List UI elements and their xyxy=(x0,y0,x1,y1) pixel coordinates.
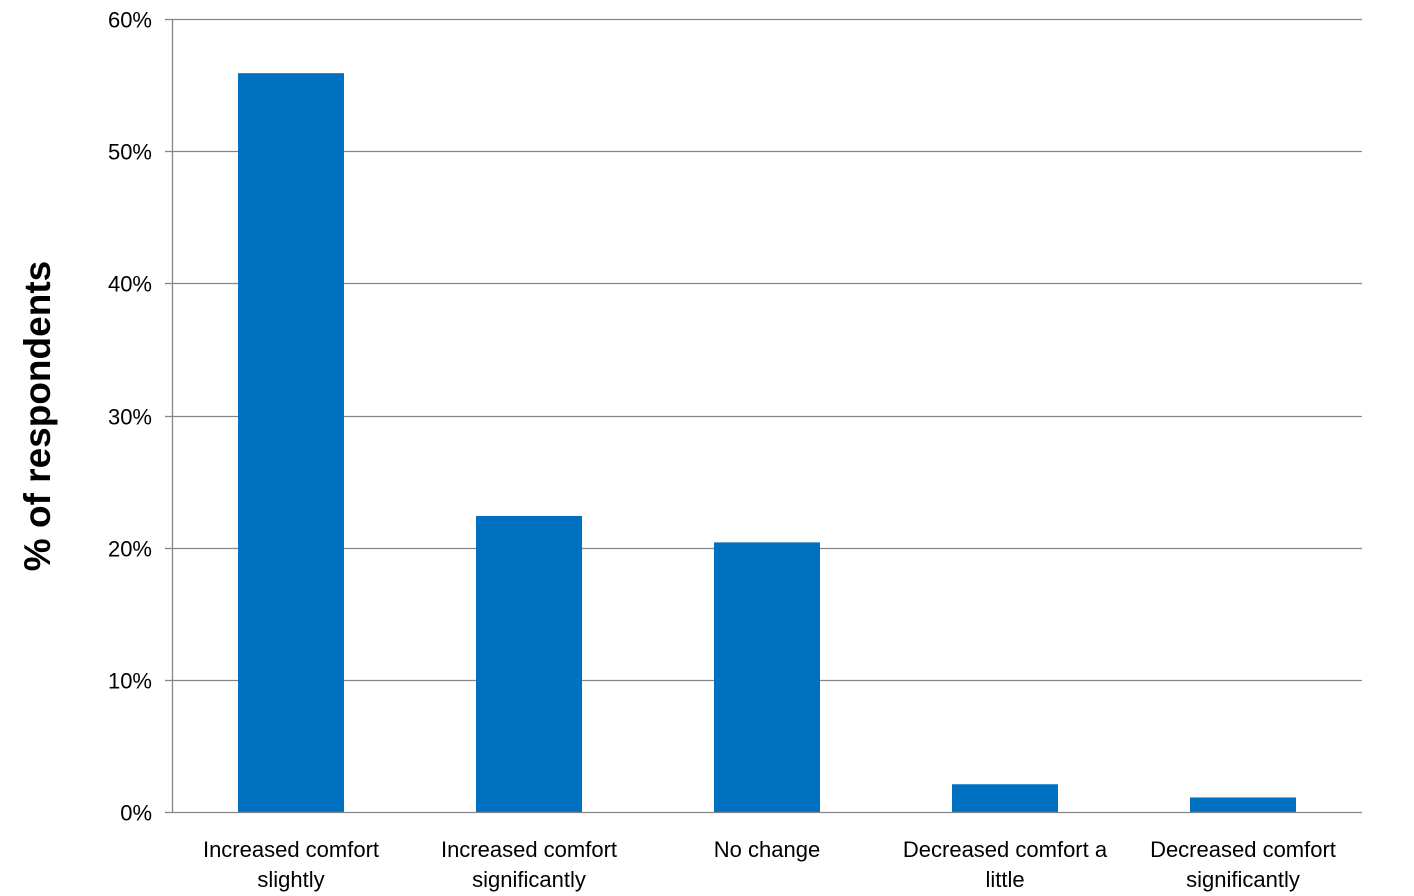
x-category-label: Decreased comfort significantly xyxy=(1150,837,1336,892)
bar xyxy=(952,784,1058,812)
x-category-label: Increased comfort slightly xyxy=(203,837,379,892)
bar xyxy=(476,515,582,812)
x-category-label: Decreased comfort a little xyxy=(903,837,1108,892)
bar xyxy=(1190,797,1296,812)
x-category-label: Increased comfort significantly xyxy=(441,837,617,892)
axes xyxy=(165,18,1362,814)
x-category-labels: Increased comfort slightly Increased comfo… xyxy=(203,837,1336,892)
bar xyxy=(238,73,344,812)
y-tick-label: 10% xyxy=(108,669,152,694)
y-tick-label: 0% xyxy=(120,801,152,826)
x-category-label: No change xyxy=(714,837,820,862)
y-tick-label: 60% xyxy=(108,8,152,33)
y-axis-title: % of respondents xyxy=(17,261,58,571)
y-tick-label: 30% xyxy=(108,405,152,430)
gridlines xyxy=(172,18,1362,682)
y-tick-label: 40% xyxy=(108,272,152,297)
y-tick-label: 20% xyxy=(108,537,152,562)
y-tick-labels: 0% 10% 20% 30% 40% 50% 60% xyxy=(108,8,152,826)
y-tick-label: 50% xyxy=(108,140,152,165)
bars xyxy=(238,73,1296,812)
bar xyxy=(714,542,820,812)
